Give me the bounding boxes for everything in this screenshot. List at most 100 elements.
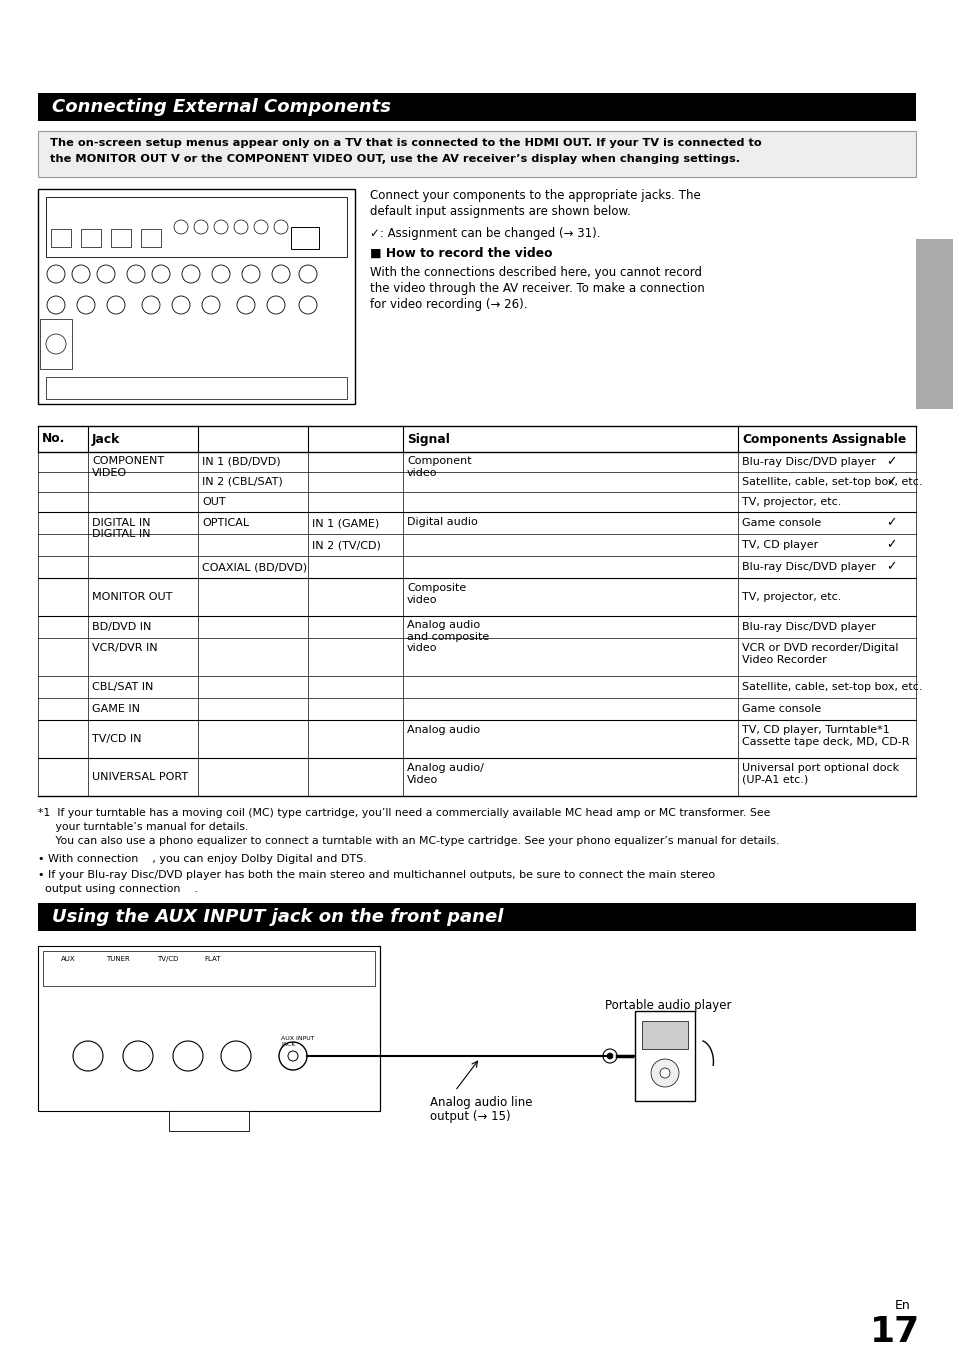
Text: MONITOR OUT: MONITOR OUT (91, 592, 172, 603)
Text: IN 1 (GAME): IN 1 (GAME) (312, 517, 379, 528)
Text: OPTICAL: OPTICAL (202, 517, 249, 528)
Text: FLAT: FLAT (205, 957, 221, 962)
Text: TV, CD player, Turntable*1
Cassette tape deck, MD, CD-R: TV, CD player, Turntable*1 Cassette tape… (741, 725, 908, 747)
Text: ✓: Assignment can be changed (→ 31).: ✓: Assignment can be changed (→ 31). (370, 227, 599, 240)
Text: Connecting External Components: Connecting External Components (52, 99, 391, 116)
Circle shape (77, 296, 95, 313)
Circle shape (152, 265, 170, 282)
Text: Assignable: Assignable (831, 432, 906, 446)
Bar (38, 902, 915, 931)
Bar (81, 230, 101, 247)
Circle shape (172, 296, 190, 313)
Text: Satellite, cable, set-top box, etc.: Satellite, cable, set-top box, etc. (741, 682, 922, 692)
Text: • If your Blu-ray Disc/DVD player has both the main stereo and multichannel outp: • If your Blu-ray Disc/DVD player has bo… (38, 870, 715, 880)
Text: You can also use a phono equalizer to connect a turntable with an MC-type cartri: You can also use a phono equalizer to co… (38, 836, 779, 846)
Text: output (→ 15): output (→ 15) (430, 1111, 510, 1123)
Text: Universal port optional dock
(UP-A1 etc.): Universal port optional dock (UP-A1 etc.… (741, 763, 898, 785)
Text: ■ How to record the video: ■ How to record the video (370, 247, 552, 259)
Circle shape (47, 265, 65, 282)
Circle shape (142, 296, 160, 313)
Circle shape (236, 296, 254, 313)
Circle shape (71, 265, 90, 282)
Circle shape (606, 1052, 613, 1059)
Text: Blu-ray Disc/DVD player: Blu-ray Disc/DVD player (741, 621, 875, 632)
Text: Analog audio line: Analog audio line (430, 1096, 532, 1109)
Text: ✓: ✓ (885, 476, 896, 489)
Text: Blu-ray Disc/DVD player: Blu-ray Disc/DVD player (741, 562, 875, 571)
Circle shape (193, 220, 208, 234)
Text: GAME IN: GAME IN (91, 704, 140, 713)
Circle shape (107, 296, 125, 313)
Text: Digital audio: Digital audio (407, 517, 477, 527)
Text: TV, projector, etc.: TV, projector, etc. (741, 592, 841, 603)
Circle shape (172, 1042, 203, 1071)
Bar (111, 230, 131, 247)
Text: *1  If your turntable has a moving coil (MC) type cartridge, you’ll need a comme: *1 If your turntable has a moving coil (… (38, 808, 770, 817)
Text: the MONITOR OUT V or the COMPONENT VIDEO OUT, use the AV receiver’s display when: the MONITOR OUT V or the COMPONENT VIDEO… (50, 154, 740, 163)
Text: Signal: Signal (407, 432, 450, 446)
Bar (635, 1011, 695, 1101)
Text: TV, projector, etc.: TV, projector, etc. (741, 497, 841, 507)
Text: DIGITAL IN: DIGITAL IN (91, 530, 151, 539)
Circle shape (278, 1042, 307, 1070)
Circle shape (274, 220, 288, 234)
Bar (141, 230, 161, 247)
Text: TV/CD: TV/CD (157, 957, 178, 962)
Text: ✓: ✓ (885, 539, 896, 551)
Circle shape (202, 296, 220, 313)
Text: VCR or DVD recorder/Digital
Video Recorder: VCR or DVD recorder/Digital Video Record… (741, 643, 898, 665)
Bar (291, 227, 318, 249)
Text: IN 2 (TV/CD): IN 2 (TV/CD) (312, 540, 380, 550)
Text: Composite
video: Composite video (407, 584, 466, 605)
Text: CBL/SAT IN: CBL/SAT IN (91, 682, 153, 692)
Text: En: En (894, 1300, 910, 1312)
Text: ✓: ✓ (885, 561, 896, 574)
Text: TV, CD player: TV, CD player (741, 540, 818, 550)
Circle shape (659, 1069, 669, 1078)
Circle shape (212, 265, 230, 282)
Text: • With connection    , you can enjoy Dolby Digital and DTS.: • With connection , you can enjoy Dolby … (38, 854, 367, 865)
Text: BD/DVD IN: BD/DVD IN (91, 621, 152, 632)
Circle shape (46, 334, 66, 354)
Bar (38, 131, 915, 177)
Bar (38, 189, 355, 404)
Text: IN 2 (CBL/SAT): IN 2 (CBL/SAT) (202, 477, 282, 486)
Text: Jack: Jack (91, 432, 120, 446)
Text: VCR/DVR IN: VCR/DVR IN (91, 643, 157, 653)
Text: your turntable’s manual for details.: your turntable’s manual for details. (38, 821, 248, 832)
Circle shape (213, 220, 228, 234)
Circle shape (267, 296, 285, 313)
Circle shape (123, 1042, 152, 1071)
Bar (46, 197, 347, 257)
Text: OUT: OUT (202, 497, 226, 507)
Bar (641, 1021, 687, 1048)
Text: With the connections described here, you cannot record: With the connections described here, you… (370, 266, 701, 280)
Bar (38, 946, 379, 1111)
Circle shape (298, 265, 316, 282)
Text: Game console: Game console (741, 517, 821, 528)
Circle shape (127, 265, 145, 282)
Text: AUX: AUX (61, 957, 75, 962)
Text: AUX INPUT
JACK: AUX INPUT JACK (281, 1036, 314, 1047)
Text: ✓: ✓ (885, 455, 896, 469)
Circle shape (73, 1042, 103, 1071)
Circle shape (47, 296, 65, 313)
Text: default input assignments are shown below.: default input assignments are shown belo… (370, 205, 630, 218)
Text: Using the AUX INPUT jack on the front panel: Using the AUX INPUT jack on the front pa… (52, 908, 503, 925)
Text: IN 1 (BD/DVD): IN 1 (BD/DVD) (202, 457, 280, 467)
Text: Components: Components (741, 432, 827, 446)
Circle shape (298, 296, 316, 313)
Text: TUNER: TUNER (106, 957, 130, 962)
Text: DIGITAL IN: DIGITAL IN (91, 517, 151, 528)
Text: the video through the AV receiver. To make a connection: the video through the AV receiver. To ma… (370, 282, 704, 295)
Text: ✓: ✓ (885, 516, 896, 530)
Text: Analog audio: Analog audio (407, 725, 479, 735)
Text: Satellite, cable, set-top box, etc.: Satellite, cable, set-top box, etc. (741, 477, 922, 486)
Bar (51, 230, 71, 247)
Text: Analog audio/
Video: Analog audio/ Video (407, 763, 483, 785)
Circle shape (221, 1042, 251, 1071)
Text: TV/CD IN: TV/CD IN (91, 734, 141, 744)
Text: The on-screen setup menus appear only on a TV that is connected to the HDMI OUT.: The on-screen setup menus appear only on… (50, 138, 760, 149)
Text: Connect your components to the appropriate jacks. The: Connect your components to the appropria… (370, 189, 700, 203)
Text: COAXIAL (BD/DVD): COAXIAL (BD/DVD) (202, 562, 307, 571)
